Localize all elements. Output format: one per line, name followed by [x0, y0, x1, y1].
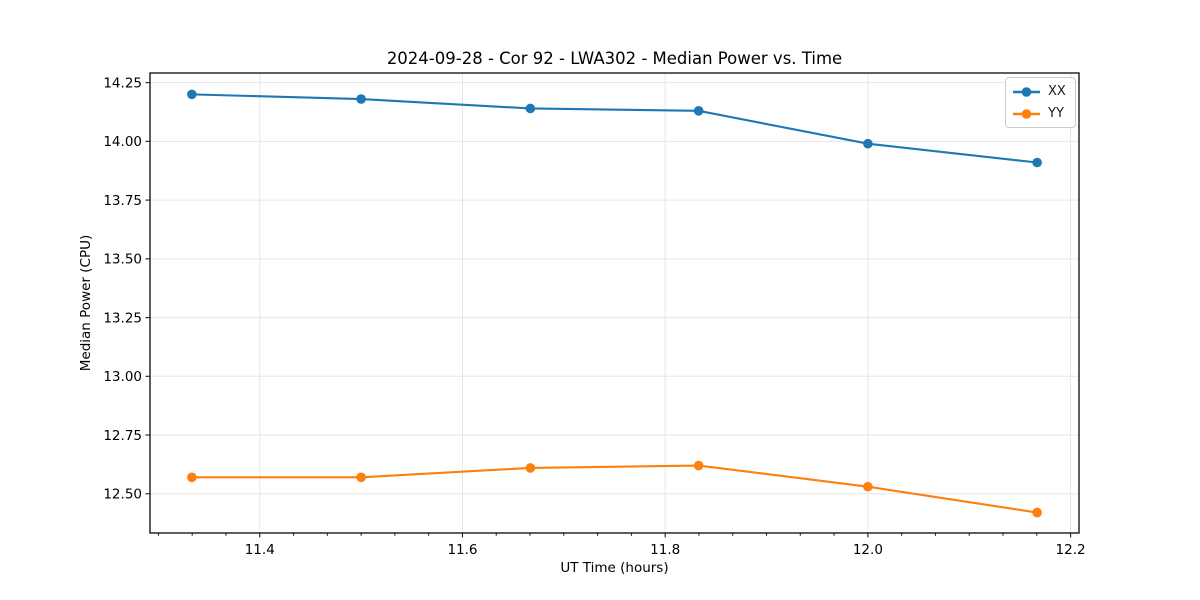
y-tick-label: 12.50 — [103, 487, 142, 503]
data-point-XX — [356, 94, 366, 104]
x-tick-label: 11.6 — [447, 542, 477, 558]
y-tick-label: 14.25 — [103, 75, 142, 91]
axes-spines — [149, 72, 1080, 534]
x-tick-label: 12.0 — [853, 542, 883, 558]
x-tick-label: 12.2 — [1056, 542, 1086, 558]
data-point-YY — [356, 472, 366, 483]
legend-item-XX: XX — [1013, 82, 1066, 101]
y-tick-label: 12.75 — [103, 428, 142, 444]
y-tick-label: 13.50 — [103, 252, 142, 268]
legend-label: YY — [1048, 106, 1064, 121]
series-line-YY — [190, 464, 1039, 514]
x-axis-label: UT Time (hours) — [560, 560, 669, 576]
data-point-YY — [187, 472, 197, 483]
legend: XX YY — [1005, 77, 1076, 128]
y-tick-label: 13.00 — [103, 369, 142, 385]
data-point-YY — [1032, 507, 1042, 518]
data-point-XX — [525, 103, 536, 114]
legend-label: XX — [1048, 84, 1066, 99]
y-tick-label: 13.25 — [103, 310, 142, 326]
legend-line-marker-icon — [1013, 108, 1040, 119]
chart-title: 2024-09-28 - Cor 92 - LWA302 - Median Po… — [386, 49, 843, 68]
data-point-YY — [693, 460, 704, 471]
data-point-YY — [863, 481, 873, 492]
data-point-YY — [525, 463, 536, 473]
data-point-XX — [693, 106, 704, 116]
series-line-XX — [190, 93, 1039, 164]
y-axis-label: Median Power (CPU) — [78, 234, 94, 372]
x-tick-label: 11.4 — [245, 542, 275, 558]
data-point-XX — [863, 138, 873, 149]
data-point-XX — [187, 89, 197, 100]
data-point-XX — [1032, 157, 1042, 168]
legend-item-YY: YY — [1013, 104, 1066, 123]
legend-line-marker-icon — [1013, 86, 1040, 97]
y-tick-label: 13.75 — [103, 193, 142, 209]
y-tick-label: 14.00 — [103, 134, 142, 150]
x-tick-label: 11.8 — [650, 542, 680, 558]
